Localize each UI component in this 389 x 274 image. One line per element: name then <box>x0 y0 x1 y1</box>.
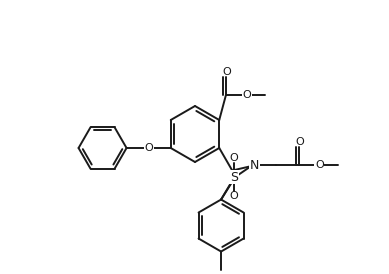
Text: O: O <box>223 67 231 77</box>
Text: O: O <box>230 191 238 201</box>
Text: O: O <box>230 153 238 163</box>
Text: S: S <box>230 170 238 184</box>
Text: O: O <box>144 143 153 153</box>
Text: O: O <box>315 160 324 170</box>
Text: O: O <box>295 137 304 147</box>
Text: N: N <box>250 159 259 172</box>
Text: O: O <box>242 90 251 100</box>
